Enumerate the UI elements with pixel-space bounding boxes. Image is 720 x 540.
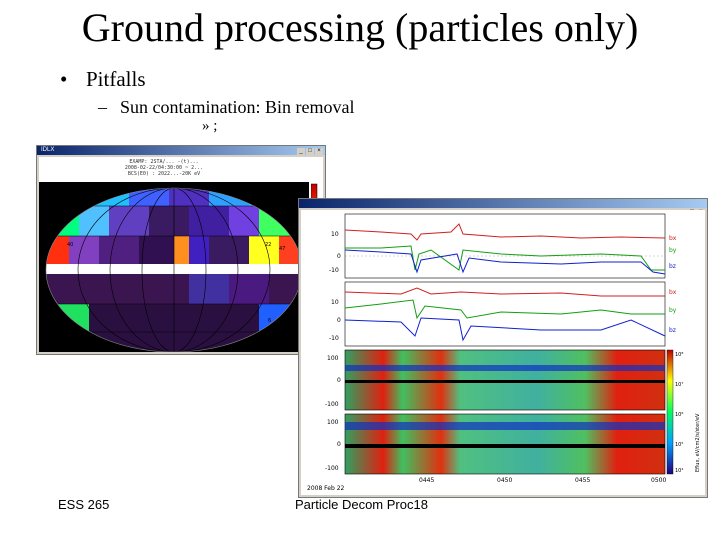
- skymap-bin-label: 29: [59, 318, 65, 324]
- sub-sub-bullet-text: » ;: [202, 118, 218, 134]
- footer-course: ESS 265: [58, 497, 110, 512]
- bullet-text: Pitfalls: [86, 67, 146, 91]
- colorbar-label: Eflux, eV/cm2/s/ster/eV: [695, 413, 701, 472]
- colorbar-tick: 10⁶: [675, 412, 683, 418]
- colorbar-tick: 10⁸: [675, 352, 683, 358]
- y-tick-label: 10: [331, 231, 339, 238]
- colorbar-tick: 10⁴: [675, 468, 683, 474]
- y-tick-label: -100: [325, 401, 339, 408]
- x-tick-label: 0500: [651, 477, 666, 484]
- y-tick-label: -100: [325, 465, 339, 472]
- skymap-header-line-3: BCS(E0) : 2022...-20K eV: [127, 171, 201, 177]
- by-label: by: [669, 247, 677, 254]
- y-tick-label: 10: [331, 299, 339, 306]
- skymap-bin-label: 47: [279, 246, 285, 252]
- timeseries-window[interactable]: _□×: [298, 198, 708, 498]
- sub-bullet-marker: –: [98, 97, 107, 117]
- y-tick-label: -10: [329, 335, 339, 342]
- y-tick-label: 100: [327, 419, 339, 426]
- skymap-bin-label: 22: [265, 242, 271, 248]
- y-tick-label: 0: [337, 317, 341, 324]
- skymap-bin-label: 6: [268, 318, 271, 324]
- skymap-header-line-1: EXAMP: 2STA/... -(t)...: [129, 159, 199, 165]
- close-button[interactable]: ×: [315, 148, 323, 155]
- x-tick-label: 0450: [497, 477, 512, 484]
- by-label: by: [669, 307, 677, 314]
- skymap-window[interactable]: IDLX _ □ × EXAMP: 2STA/... -(t)... 2008-02…: [36, 145, 326, 355]
- minimize-button[interactable]: _: [297, 148, 305, 155]
- bx-label: bx: [669, 235, 677, 242]
- x-tick-label: 0445: [419, 477, 434, 484]
- colorbar-tick: 10⁵: [675, 442, 683, 448]
- bx-label: bx: [669, 289, 677, 296]
- bz-label: bz: [669, 263, 676, 270]
- maximize-button[interactable]: □: [306, 148, 314, 155]
- y-tick-label: 100: [327, 355, 339, 362]
- bullet-marker: •: [60, 67, 68, 91]
- y-tick-label: 0: [337, 253, 341, 260]
- skymap-header: EXAMP: 2STA/... -(t)... 2008-02-22/04:30…: [39, 157, 289, 183]
- colorbar-tick: 10⁷: [675, 382, 683, 388]
- slide-title: Ground processing (particles only): [81, 5, 639, 50]
- bullet-item: • Pitfalls: [60, 66, 146, 92]
- skymap-window-titlebar[interactable]: IDLX _ □ ×: [37, 146, 325, 155]
- footer-title: Particle Decom Proc18: [295, 497, 428, 512]
- sub-bullet-text: Sun contamination: Bin removal: [120, 97, 355, 117]
- skymap-svg: 40 47 29 6 22: [45, 187, 303, 353]
- bz-label: bz: [669, 327, 676, 334]
- y-tick-label: 0: [337, 377, 341, 384]
- skymap-bin-label: 40: [67, 242, 73, 248]
- sub-bullet-item: – Sun contamination: Bin removal: [98, 96, 354, 118]
- x-tick-label: 0455: [575, 477, 590, 484]
- timeseries-canvas: 10 0 -10 10 0 -10 100 0 -100 100 0 -100 …: [301, 210, 705, 495]
- y-tick-label: 0: [337, 441, 341, 448]
- skymap-plot-area: 40 47 29 6 22: [39, 182, 309, 353]
- y-tick-label: -10: [329, 267, 339, 274]
- skymap-window-title: IDLX: [41, 147, 55, 153]
- skymap-canvas: EXAMP: 2STA/... -(t)... 2008-02-22/04:30…: [39, 157, 323, 353]
- timeseries-window-titlebar[interactable]: _□×: [299, 199, 707, 216]
- timeseries-svg: 10 0 -10 10 0 -10 100 0 -100 100 0 -100 …: [307, 213, 701, 492]
- skymap-header-line-2: 2008-02-22/04:30:00 ~ 2...: [124, 165, 204, 171]
- date-label: 2008 Feb 22: [307, 485, 345, 492]
